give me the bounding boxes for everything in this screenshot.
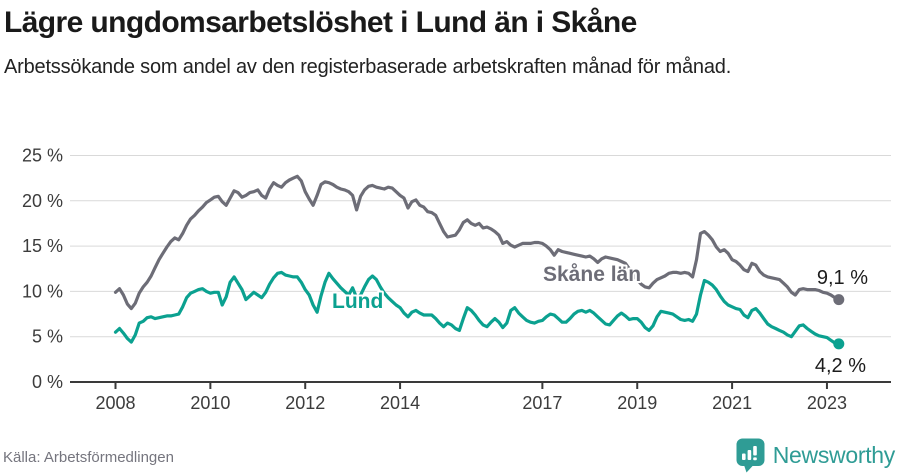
x-tick-label: 2008 xyxy=(95,393,135,413)
x-tick-label: 2017 xyxy=(522,393,562,413)
y-axis-labels: 0 % 5 % 10 % 15 % 20 % 25 % xyxy=(22,146,63,393)
end-value-label-skane: 9,1 % xyxy=(817,267,868,289)
x-tick-label: 2012 xyxy=(285,393,325,413)
x-tick-label: 2010 xyxy=(190,393,230,413)
x-tick-label: 2014 xyxy=(380,393,420,413)
newsworthy-wordmark: Newsworthy xyxy=(772,442,896,468)
y-tick-label: 20 % xyxy=(22,191,63,211)
y-tick-label: 15 % xyxy=(22,236,63,256)
newsworthy-logo: Newsworthy xyxy=(736,438,895,473)
series-label-lund: Lund xyxy=(332,290,383,313)
y-tick-label: 10 % xyxy=(22,281,63,301)
source-note: Källa: Arbetsförmedlingen xyxy=(3,449,174,466)
y-tick-label: 0 % xyxy=(32,372,63,392)
x-tick-label: 2019 xyxy=(617,393,657,413)
x-tick-label: 2023 xyxy=(807,393,847,413)
gridlines xyxy=(70,155,891,383)
series-label-skane: Skåne län xyxy=(543,263,641,286)
x-axis: 2008 2010 2012 2014 2017 2019 2021 2023 xyxy=(95,382,847,413)
series-lines xyxy=(113,174,845,350)
y-tick-label: 5 % xyxy=(32,327,63,347)
x-tick-label: 2021 xyxy=(712,393,752,413)
page-title: Lägre ungdomsarbetslöshet i Lund än i Sk… xyxy=(4,6,637,39)
series-line-skane xyxy=(113,174,841,311)
end-dot-lund xyxy=(833,338,845,350)
end-dot-skane xyxy=(833,294,845,306)
page-subtitle: Arbetssökande som andel av den registerb… xyxy=(4,56,732,78)
newsworthy-bars-icon xyxy=(736,438,765,473)
series-line-lund xyxy=(113,270,841,346)
y-tick-label: 25 % xyxy=(22,146,63,166)
end-value-label-lund: 4,2 % xyxy=(815,355,866,377)
unemployment-line-chart: 0 %5 %10 %15 %20 %25 % 2008 2010 2012 2014 2… xyxy=(22,146,891,413)
